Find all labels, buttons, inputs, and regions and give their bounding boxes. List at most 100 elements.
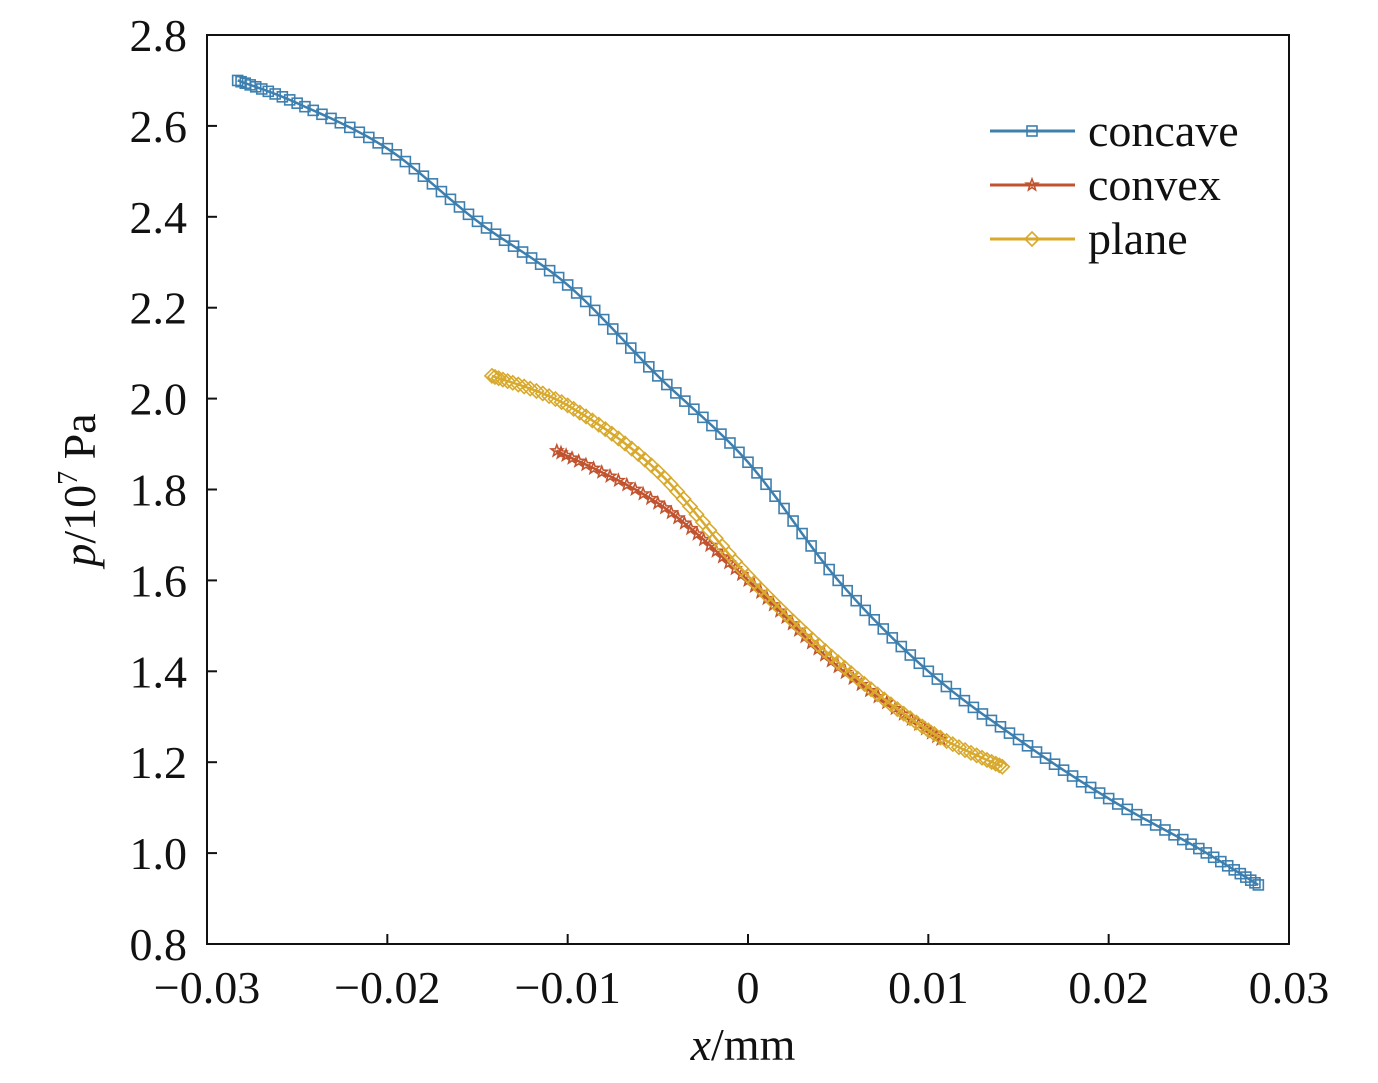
- concave-marker: [417, 170, 430, 182]
- concave-marker: [1249, 877, 1261, 889]
- concave-marker: [1030, 746, 1043, 758]
- concave-marker: [859, 604, 872, 617]
- concave-marker: [570, 287, 583, 299]
- convex-marker: [689, 525, 706, 541]
- concave-marker: [235, 75, 247, 88]
- concave-marker: [706, 419, 718, 432]
- concave-marker: [624, 342, 637, 354]
- y-tick-label: 2.8: [130, 10, 188, 61]
- concave-marker: [661, 378, 673, 391]
- concave-marker: [390, 149, 403, 161]
- concave-marker: [886, 632, 899, 644]
- convex-marker: [887, 700, 904, 716]
- series-plane: [483, 367, 1011, 775]
- concave-marker: [307, 104, 320, 117]
- concave-marker: [453, 201, 466, 213]
- concave-marker: [697, 411, 709, 424]
- concave-marker: [949, 687, 962, 700]
- convex-marker: [708, 542, 725, 558]
- plane-marker: [510, 376, 527, 393]
- concave-marker: [958, 694, 971, 707]
- plane-marker: [516, 378, 533, 395]
- concave-marker: [787, 515, 799, 527]
- convex-marker: [558, 447, 575, 463]
- concave-marker: [940, 680, 953, 693]
- concave-marker: [1221, 860, 1234, 872]
- x-tick-label: 0.03: [1249, 962, 1330, 1013]
- convex-marker: [618, 476, 635, 492]
- plane-line: [491, 374, 1003, 768]
- convex-marker: [585, 459, 602, 476]
- concave-marker: [316, 108, 328, 121]
- x-axis-label: x/mm: [690, 1019, 796, 1070]
- x-tick-label: 0.01: [888, 962, 969, 1013]
- concave-marker: [471, 215, 484, 228]
- concave-marker: [597, 313, 610, 326]
- plane-marker: [849, 670, 866, 687]
- y-axis-label: p/107 Pa: [53, 413, 105, 569]
- concave-marker: [1048, 758, 1061, 770]
- plane-marker: [610, 430, 627, 447]
- concave-marker: [715, 428, 727, 440]
- concave-marker: [751, 467, 763, 479]
- concave-marker: [381, 142, 394, 155]
- concave-marker: [670, 387, 682, 399]
- concave-marker: [231, 74, 244, 87]
- y-tick-label: 1.6: [130, 555, 188, 606]
- concave-marker: [985, 714, 998, 727]
- concave-marker: [688, 403, 700, 416]
- convex-marker: [627, 481, 643, 497]
- x-tick-label: −0.02: [334, 962, 440, 1013]
- y-tick-label: 1.0: [130, 828, 188, 879]
- x-tick-label: 0: [737, 962, 760, 1013]
- y-tick-label: 2.4: [130, 192, 188, 243]
- convex-marker: [714, 548, 731, 564]
- concave-marker: [796, 527, 808, 540]
- concave-marker: [724, 437, 736, 449]
- convex-marker: [778, 609, 794, 625]
- plane-marker: [882, 696, 899, 713]
- concave-marker: [823, 563, 835, 576]
- concave-marker: [525, 252, 538, 264]
- concave-marker: [276, 91, 289, 103]
- concave-marker: [976, 708, 989, 720]
- plane-marker: [862, 681, 880, 698]
- concave-marker: [579, 295, 592, 308]
- concave-marker: [1228, 864, 1241, 876]
- plane-marker: [843, 665, 860, 682]
- plane-marker: [597, 420, 614, 438]
- plane-marker: [623, 440, 640, 457]
- concave-marker: [269, 88, 281, 100]
- convex-marker: [695, 531, 712, 547]
- legend-label-concave: concave: [1088, 105, 1239, 156]
- legend-label-plane: plane: [1088, 213, 1188, 264]
- concave-marker: [480, 222, 493, 234]
- plane-marker: [983, 753, 1000, 771]
- plane-marker: [504, 374, 521, 391]
- concave-marker: [561, 279, 574, 291]
- concave-marker: [931, 673, 944, 685]
- plane-marker: [603, 425, 620, 442]
- concave-marker: [895, 640, 908, 653]
- x-tick-label: 0.02: [1068, 962, 1149, 1013]
- concave-marker: [652, 370, 664, 382]
- y-tick-label: 1.2: [130, 737, 188, 788]
- concave-marker: [588, 304, 601, 317]
- plane-marker: [889, 700, 906, 718]
- concave-marker: [1012, 733, 1025, 746]
- concave-marker: [832, 574, 844, 587]
- concave-marker: [408, 162, 421, 175]
- concave-marker: [633, 351, 646, 364]
- concave-marker: [1252, 879, 1265, 891]
- plane-marker: [494, 371, 512, 388]
- plane-marker: [869, 686, 886, 703]
- concave-marker: [507, 240, 520, 252]
- legend-marker-plane: [1023, 230, 1041, 248]
- x-tick-label: −0.03: [154, 962, 260, 1013]
- concave-marker: [534, 258, 547, 270]
- series-convex: [548, 442, 949, 747]
- concave-marker: [291, 97, 303, 109]
- convex-marker: [602, 467, 618, 483]
